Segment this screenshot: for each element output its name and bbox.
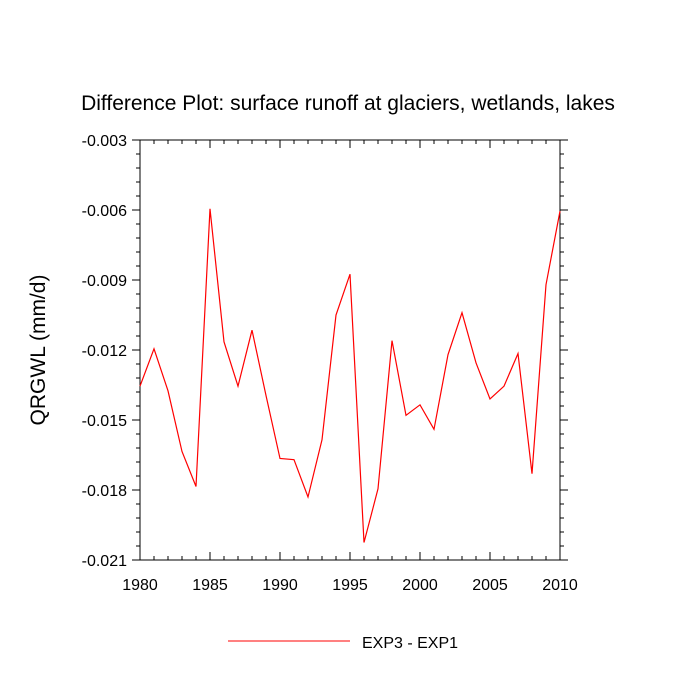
y-tick-label: -0.009 xyxy=(82,273,127,290)
tick-labels: 1980 1985 1990 1995 2000 2005 2010 -0.021 -0.018… xyxy=(82,133,578,594)
legend-label: EXP3 - EXP1 xyxy=(362,635,458,652)
axis-ticks xyxy=(132,139,568,561)
x-tick-label: 1995 xyxy=(332,577,368,594)
y-tick-label: -0.003 xyxy=(82,133,127,150)
x-tick-label: 2010 xyxy=(542,577,578,594)
x-tick-label: 1985 xyxy=(192,577,228,594)
x-tick-label: 1980 xyxy=(122,577,158,594)
x-tick-label: 2000 xyxy=(402,577,438,594)
y-tick-label: -0.021 xyxy=(82,553,127,570)
x-tick-label: 2005 xyxy=(472,577,508,594)
y-tick-label: -0.018 xyxy=(82,483,127,500)
y-tick-label: -0.015 xyxy=(82,413,127,430)
chart-title: Difference Plot: surface runoff at glaci… xyxy=(81,92,615,115)
x-tick-label: 1990 xyxy=(262,577,298,594)
series-layer xyxy=(139,208,561,543)
y-tick-label: -0.012 xyxy=(82,343,127,360)
legend: EXP3 - EXP1 xyxy=(228,635,458,652)
y-axis-label: QRGWL (mm/d) xyxy=(27,275,50,426)
y-tick-label: -0.006 xyxy=(82,203,127,220)
series-line xyxy=(139,208,561,543)
